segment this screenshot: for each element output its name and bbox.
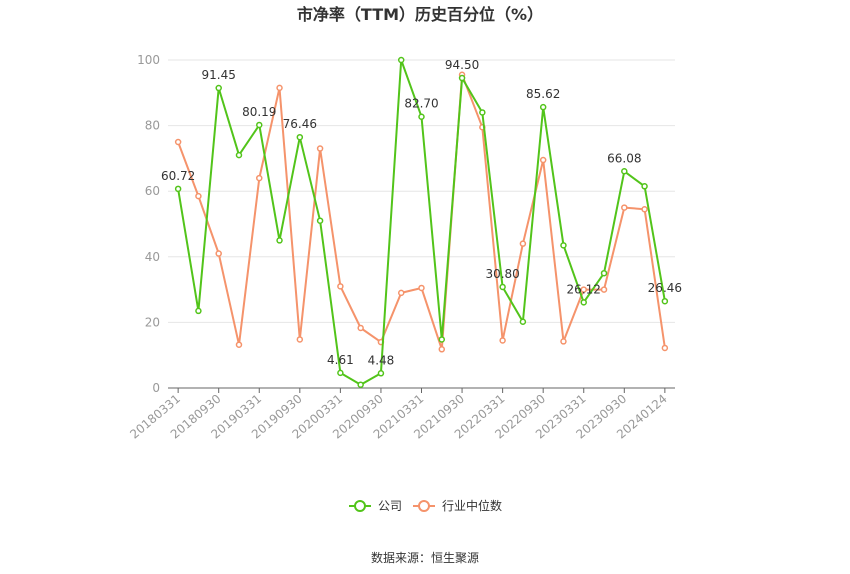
data-label: 30.80 bbox=[485, 267, 519, 281]
data-point-company[interactable] bbox=[397, 56, 405, 64]
grid-layer bbox=[168, 59, 675, 323]
data-point-industry[interactable] bbox=[337, 283, 344, 290]
data-point-industry[interactable] bbox=[397, 289, 405, 297]
data-label-layer: 60.72 91.45 80.19 76.46 4.61 4.48 82.70 94.50 30… bbox=[161, 58, 682, 367]
data-point-company[interactable] bbox=[296, 133, 304, 141]
data-point-company[interactable] bbox=[235, 151, 243, 159]
source-note: 数据来源：恒生聚源 bbox=[371, 550, 479, 565]
data-label: 26.46 bbox=[648, 281, 682, 295]
data-label: 82.70 bbox=[404, 97, 438, 111]
data-point-company[interactable] bbox=[357, 381, 364, 388]
data-point-company[interactable] bbox=[499, 283, 506, 291]
data-point-industry[interactable] bbox=[276, 84, 283, 92]
data-point-company[interactable] bbox=[661, 297, 669, 305]
legend[interactable]: 公司 行业中位数 bbox=[349, 498, 502, 513]
data-label: 60.72 bbox=[161, 169, 195, 183]
data-point-industry[interactable] bbox=[600, 286, 608, 293]
y-tick-label: 40 bbox=[145, 250, 160, 264]
data-label: 80.19 bbox=[242, 105, 276, 119]
data-label: 26.12 bbox=[567, 282, 601, 296]
data-point-industry[interactable] bbox=[580, 286, 587, 293]
data-point-company[interactable] bbox=[580, 299, 587, 306]
data-point-company[interactable] bbox=[215, 84, 222, 92]
data-label: 4.48 bbox=[368, 353, 395, 367]
y-tick-label: 0 bbox=[152, 381, 160, 395]
legend-industry-label: 行业中位数 bbox=[442, 498, 502, 513]
data-point-industry[interactable] bbox=[560, 338, 567, 345]
data-point-industry[interactable] bbox=[621, 204, 628, 211]
data-label: 66.08 bbox=[607, 151, 641, 165]
data-point-company[interactable] bbox=[195, 307, 202, 315]
legend-company-label: 公司 bbox=[378, 499, 402, 513]
data-point-industry[interactable] bbox=[357, 324, 364, 332]
data-point-company[interactable] bbox=[174, 185, 182, 193]
data-point-industry[interactable] bbox=[438, 346, 446, 353]
data-point-industry[interactable] bbox=[296, 336, 304, 343]
data-label: 76.46 bbox=[283, 117, 317, 131]
data-point-company[interactable] bbox=[316, 217, 324, 224]
data-point-company[interactable] bbox=[539, 103, 547, 111]
legend-item-industry[interactable]: 行业中位数 bbox=[413, 498, 502, 513]
data-point-industry[interactable] bbox=[316, 145, 324, 152]
y-tick-label: 20 bbox=[145, 315, 160, 329]
series-layer bbox=[174, 56, 669, 388]
data-point-industry[interactable] bbox=[539, 156, 547, 164]
data-label: 85.62 bbox=[526, 87, 560, 101]
data-point-company[interactable] bbox=[337, 369, 344, 377]
data-point-industry[interactable] bbox=[215, 250, 222, 257]
y-tick-label: 80 bbox=[145, 119, 160, 133]
data-point-company[interactable] bbox=[276, 237, 283, 244]
data-point-company[interactable] bbox=[438, 336, 446, 343]
axis-layer: 0204060801002018033120180930201903312019… bbox=[127, 53, 675, 442]
data-point-industry[interactable] bbox=[661, 344, 669, 352]
data-point-industry[interactable] bbox=[256, 174, 263, 182]
data-point-industry[interactable] bbox=[499, 337, 506, 344]
data-point-company[interactable] bbox=[377, 370, 385, 377]
data-label: 91.45 bbox=[202, 68, 236, 82]
y-tick-label: 60 bbox=[145, 184, 160, 198]
data-point-industry[interactable] bbox=[195, 192, 202, 200]
chart-title: 市净率（TTM）历史百分位（%） bbox=[297, 5, 543, 24]
data-point-company[interactable] bbox=[458, 74, 466, 82]
legend-item-company[interactable]: 公司 bbox=[349, 499, 402, 513]
data-point-company[interactable] bbox=[256, 121, 263, 129]
data-point-industry[interactable] bbox=[418, 284, 425, 292]
data-point-company[interactable] bbox=[418, 113, 425, 120]
data-point-company[interactable] bbox=[621, 168, 628, 175]
data-point-company[interactable] bbox=[519, 318, 527, 325]
y-tick-label: 100 bbox=[137, 53, 160, 67]
data-label: 4.61 bbox=[327, 353, 354, 367]
data-point-company[interactable] bbox=[560, 242, 567, 249]
data-point-industry[interactable] bbox=[641, 205, 648, 213]
data-point-industry[interactable] bbox=[519, 240, 527, 247]
data-point-industry[interactable] bbox=[235, 341, 243, 348]
data-point-company[interactable] bbox=[479, 109, 486, 116]
data-label: 94.50 bbox=[445, 58, 479, 72]
data-point-industry[interactable] bbox=[174, 138, 182, 146]
legend-industry-marker bbox=[418, 500, 430, 512]
data-point-company[interactable] bbox=[641, 183, 648, 190]
legend-company-marker bbox=[354, 500, 366, 512]
data-point-company[interactable] bbox=[600, 269, 608, 277]
